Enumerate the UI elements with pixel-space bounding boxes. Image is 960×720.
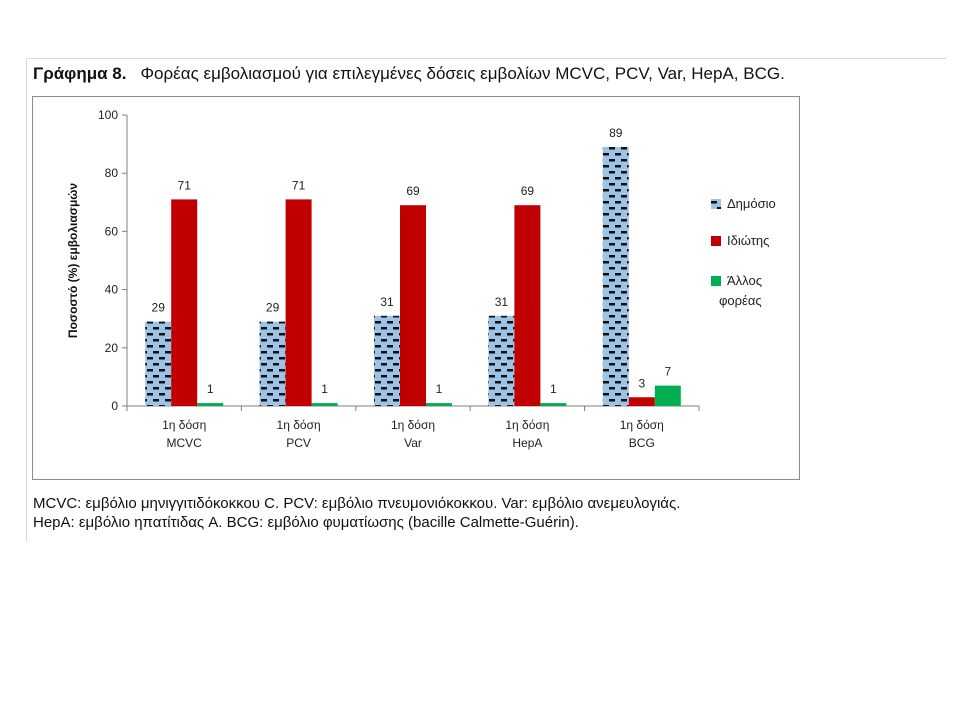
data-label: 1	[207, 382, 214, 396]
bar-3-4	[540, 403, 567, 406]
category-label: HepA	[512, 436, 542, 450]
left-divider	[26, 58, 27, 542]
bar-2-1	[171, 199, 198, 406]
bar-2-4	[514, 205, 541, 406]
legend-label: φορέας	[719, 293, 762, 308]
category-label: PCV	[286, 436, 311, 450]
y-tick-label: 80	[105, 166, 119, 180]
category-label: 1η δόση	[505, 418, 549, 432]
bar-3-2	[311, 403, 338, 406]
legend-label: Δημόσιο	[727, 196, 776, 211]
category-label: MCVC	[167, 436, 203, 450]
category-label: 1η δόση	[162, 418, 206, 432]
legend-swatch	[711, 236, 721, 246]
bar-2-2	[285, 199, 312, 406]
bar-1-4	[488, 315, 515, 406]
chart-frame: 0 20 40 60 80 100 29 29 31 31 89 71 71 69 69 3 1 1 1 1 7 1η δ…	[32, 96, 800, 480]
caption-line-2: HepA: εμβόλιο ηπατίτιδας A. BCG: εμβόλιο…	[33, 514, 579, 531]
data-label: 1	[550, 382, 557, 396]
figure-label: Γράφημα 8.	[33, 64, 127, 83]
bar-3-5	[654, 385, 681, 406]
top-divider	[26, 58, 946, 59]
y-tick-label: 100	[98, 108, 118, 122]
data-label: 69	[406, 184, 420, 198]
data-label: 31	[495, 295, 509, 309]
figure-title: Γράφημα 8. Φορέας εμβολιασμού για επιλεγμ…	[33, 64, 943, 84]
category-label: 1η δόση	[277, 418, 321, 432]
y-tick-label: 20	[105, 341, 119, 355]
data-label: 89	[609, 126, 623, 140]
y-tick-label: 40	[105, 283, 119, 297]
category-label: 1η δόση	[391, 418, 435, 432]
bar-2-3	[400, 205, 426, 406]
figure-caption: MCVC: εμβόλιο μηνιγγιτιδόκοκκου C. PCV: …	[33, 494, 933, 532]
caption-line-1: MCVC: εμβόλιο μηνιγγιτιδόκοκκου C. PCV: …	[33, 495, 681, 512]
bar-3-1	[197, 403, 224, 406]
bar-2-5	[628, 397, 655, 406]
category-label: 1η δόση	[620, 418, 664, 432]
bar-1-5	[602, 147, 629, 406]
data-label: 29	[152, 301, 166, 315]
data-label: 29	[266, 301, 280, 315]
data-label: 31	[380, 295, 394, 309]
data-label: 71	[292, 178, 306, 192]
y-tick-label: 60	[105, 224, 119, 238]
data-label: 1	[436, 382, 443, 396]
bar-1-3	[374, 315, 400, 406]
legend-label: Άλλος	[727, 273, 762, 288]
data-label: 71	[178, 178, 192, 192]
data-label: 1	[321, 382, 328, 396]
legend-swatch	[711, 199, 721, 209]
bar-3-3	[426, 403, 452, 406]
legend-swatch	[711, 276, 721, 286]
category-label: Var	[404, 436, 422, 450]
data-label: 69	[521, 184, 535, 198]
bar-1-1	[145, 321, 172, 406]
data-label: 3	[638, 376, 645, 390]
y-axis-label: Ποσοστό (%) εμβολιασμών	[66, 183, 80, 339]
bar-1-2	[259, 321, 286, 406]
figure-title-text: Φορέας εμβολιασμού για επιλεγμένες δόσει…	[140, 64, 785, 83]
category-label: BCG	[629, 436, 655, 450]
data-label: 7	[664, 365, 671, 379]
legend-label: Ιδιώτης	[727, 233, 769, 248]
y-tick-label: 0	[111, 399, 118, 413]
